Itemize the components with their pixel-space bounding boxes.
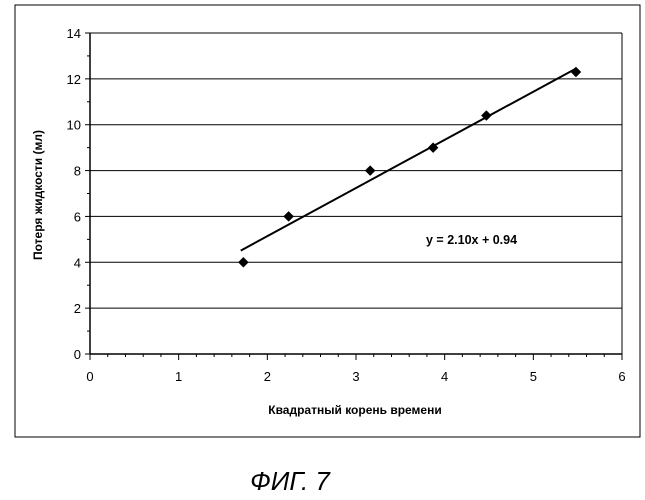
y-tick-labels: 0 2 4 6 8 10 12 14 xyxy=(67,26,81,362)
x-tick-label: 1 xyxy=(175,369,182,384)
grid xyxy=(90,33,622,354)
y-tick-label: 12 xyxy=(67,72,81,87)
trendline xyxy=(241,69,576,251)
x-tick-label: 5 xyxy=(530,369,537,384)
data-points xyxy=(238,67,581,267)
data-point xyxy=(571,67,581,77)
y-tick-label: 0 xyxy=(74,347,81,362)
trendline-equation: y = 2.10x + 0.94 xyxy=(426,233,517,247)
y-axis-label: Потеря жидкости (мл) xyxy=(31,130,45,260)
axes xyxy=(85,33,622,360)
x-tick-label: 3 xyxy=(352,369,359,384)
y-tick-label: 4 xyxy=(74,255,81,270)
data-point xyxy=(238,257,248,267)
x-axis-label: Квадратный корень времени xyxy=(268,403,441,417)
x-tick-label: 4 xyxy=(441,369,448,384)
y-tick-label: 14 xyxy=(67,26,81,41)
trendline-segment xyxy=(241,69,576,251)
x-tick-label: 2 xyxy=(264,369,271,384)
x-tick-labels: 0 1 2 3 4 5 6 xyxy=(86,369,625,384)
y-tick-label: 8 xyxy=(74,164,81,179)
y-tick-label: 10 xyxy=(67,118,81,133)
y-tick-label: 2 xyxy=(74,301,81,316)
x-tick-label: 0 xyxy=(86,369,93,384)
chart-border xyxy=(15,5,640,437)
data-point xyxy=(284,211,294,221)
x-tick-label: 6 xyxy=(618,369,625,384)
data-point xyxy=(365,166,375,176)
figure-caption: ФИГ. 7 xyxy=(250,466,331,496)
y-tick-label: 6 xyxy=(74,209,81,224)
